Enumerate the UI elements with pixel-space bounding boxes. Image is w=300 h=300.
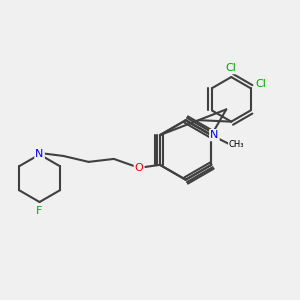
Text: N: N	[35, 149, 44, 160]
Text: CH₃: CH₃	[229, 140, 244, 148]
Text: N: N	[210, 130, 219, 140]
Text: Cl: Cl	[226, 63, 237, 73]
Text: Cl: Cl	[256, 79, 266, 89]
Text: F: F	[36, 206, 43, 216]
Text: O: O	[135, 163, 143, 173]
